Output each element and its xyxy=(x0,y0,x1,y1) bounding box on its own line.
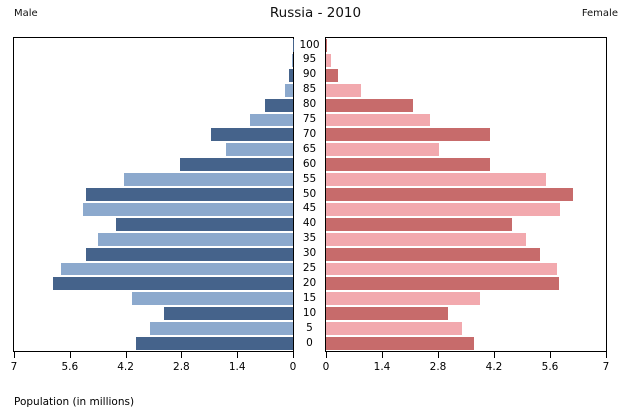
age-label-85: 85 xyxy=(302,83,317,96)
male-x-tick-label-7: 7 xyxy=(10,361,18,373)
female-x-tick-label-2.8: 2.8 xyxy=(429,361,447,373)
male-bar-age-65 xyxy=(226,143,293,157)
female-x-tick-label-5.6: 5.6 xyxy=(541,361,559,373)
x-axis-title: Population (in millions) xyxy=(14,396,135,408)
age-label-75: 75 xyxy=(302,113,317,126)
male-bar-age-10 xyxy=(164,307,293,321)
age-label-55: 55 xyxy=(302,172,317,185)
female-x-tick-label-0: 0 xyxy=(322,361,330,373)
age-label-100: 100 xyxy=(299,38,320,51)
male-x-tick-2.8 xyxy=(181,352,183,358)
male-bar-age-25 xyxy=(60,262,293,276)
female-bar-age-20 xyxy=(326,277,559,291)
age-label-20: 20 xyxy=(302,276,317,289)
female-bar-age-50 xyxy=(326,188,573,201)
male-bar-age-5 xyxy=(150,322,293,336)
age-label-80: 80 xyxy=(302,98,317,111)
female-bar-age-25 xyxy=(326,262,557,276)
female-x-tick-label-7: 7 xyxy=(602,361,610,373)
female-x-tick-2.8 xyxy=(438,352,439,358)
male-bar-age-55 xyxy=(124,173,293,187)
female-bar-age-65 xyxy=(326,143,439,157)
female-bar-age-35 xyxy=(326,232,526,246)
age-label-50: 50 xyxy=(302,187,317,200)
male-bar-age-15 xyxy=(131,292,293,306)
female-bar-age-60 xyxy=(326,158,490,172)
female-bar-age-95 xyxy=(326,53,331,67)
male-x-tick-label-0: 0 xyxy=(289,361,297,373)
female-bar-age-40 xyxy=(326,217,512,231)
male-side-label: Male xyxy=(14,8,38,19)
female-x-tick-label-4.2: 4.2 xyxy=(485,361,503,373)
male-bar-age-30 xyxy=(85,247,293,261)
age-label-25: 25 xyxy=(302,262,317,275)
female-bar-age-10 xyxy=(326,307,449,321)
male-bar-age-20 xyxy=(52,277,293,291)
age-label-0: 0 xyxy=(306,336,313,349)
male-x-tick-label-1.4: 1.4 xyxy=(228,361,246,373)
age-label-65: 65 xyxy=(302,142,317,155)
male-bar-age-35 xyxy=(98,232,293,246)
female-bar-age-0 xyxy=(326,337,474,350)
female-x-tick-5.6 xyxy=(550,352,551,358)
male-bar-age-45 xyxy=(83,202,293,216)
female-bar-age-5 xyxy=(326,322,462,336)
age-label-45: 45 xyxy=(302,202,317,215)
age-label-30: 30 xyxy=(302,247,317,260)
female-bar-age-80 xyxy=(326,98,413,112)
female-bar-age-30 xyxy=(326,247,540,261)
male-x-tick-label-2.8: 2.8 xyxy=(173,361,190,373)
age-label-35: 35 xyxy=(302,232,317,245)
male-x-tick-label-5.6: 5.6 xyxy=(61,361,79,373)
male-x-tick-5.6 xyxy=(69,352,71,358)
female-bar-age-90 xyxy=(326,68,338,82)
male-x-tick-0 xyxy=(293,352,294,358)
male-bar-age-70 xyxy=(211,128,293,142)
male-x-tick-label-4.2: 4.2 xyxy=(117,361,134,373)
male-bar-age-60 xyxy=(179,158,293,172)
male-bar-age-40 xyxy=(116,217,293,231)
female-bar-age-100 xyxy=(326,39,327,52)
female-x-tick-label-1.4: 1.4 xyxy=(373,361,391,373)
male-bar-age-85 xyxy=(285,83,293,97)
female-bar-age-55 xyxy=(326,173,547,187)
female-bar-age-15 xyxy=(326,292,480,306)
male-bar-age-50 xyxy=(85,188,293,201)
age-label-15: 15 xyxy=(302,291,317,304)
age-label-90: 90 xyxy=(302,68,317,81)
age-label-70: 70 xyxy=(302,127,317,140)
male-x-tick-4.2 xyxy=(125,352,127,358)
female-side-label: Female xyxy=(581,8,618,19)
age-label-5: 5 xyxy=(306,321,313,334)
female-bar-age-70 xyxy=(326,128,490,142)
male-bar-age-90 xyxy=(289,68,293,82)
age-label-95: 95 xyxy=(302,53,317,66)
male-bar-age-95 xyxy=(291,53,293,67)
male-bar-age-80 xyxy=(264,98,293,112)
age-label-60: 60 xyxy=(302,157,317,170)
male-x-tick-1.4 xyxy=(237,352,239,358)
male-bar-age-75 xyxy=(249,113,293,127)
age-label-10: 10 xyxy=(302,306,317,319)
chart-title: Russia - 2010 xyxy=(269,5,362,21)
female-bar-age-85 xyxy=(326,83,361,97)
female-bar-age-75 xyxy=(326,113,431,127)
female-x-tick-7 xyxy=(606,352,607,358)
female-x-tick-0 xyxy=(326,352,327,358)
male-x-tick-7 xyxy=(14,352,15,358)
female-x-tick-4.2 xyxy=(494,352,495,358)
female-bar-age-45 xyxy=(326,202,560,216)
female-x-tick-1.4 xyxy=(382,352,383,358)
male-bar-age-0 xyxy=(135,337,293,350)
age-label-40: 40 xyxy=(302,217,317,230)
